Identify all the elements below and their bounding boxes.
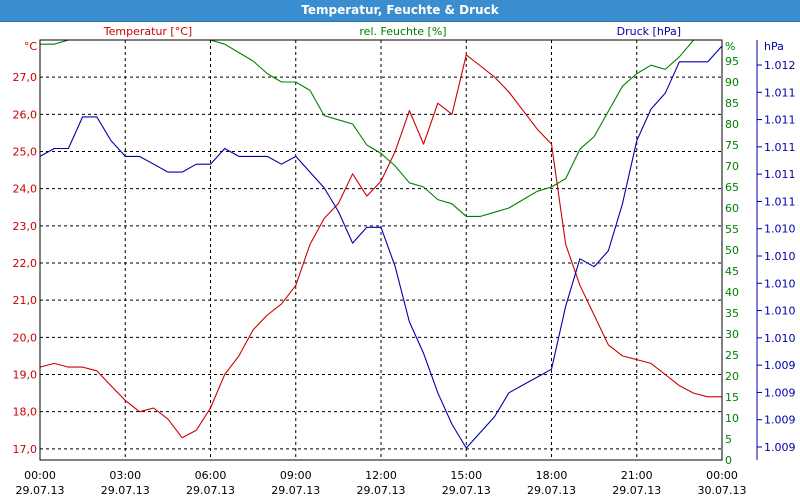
x-tick-time: 03:00	[109, 469, 141, 482]
pressure-tick: 1.009	[764, 441, 796, 454]
window-titlebar: Temperatur, Feuchte & Druck	[0, 0, 800, 22]
legend-humidity: rel. Feuchte [%]	[359, 25, 446, 38]
temp-tick: 20,0	[13, 331, 38, 344]
x-tick-time: 21:00	[621, 469, 653, 482]
x-tick-date: 29.07.13	[612, 484, 661, 497]
pressure-tick: 1.010	[764, 250, 796, 263]
temp-tick: 21,0	[13, 294, 38, 307]
chart-title: Temperatur, Feuchte & Druck	[301, 3, 499, 17]
pressure-tick: 1.009	[764, 359, 796, 372]
humidity-tick: 10	[725, 412, 739, 425]
humidity-tick: 70	[725, 160, 739, 173]
humidity-tick: 20	[725, 370, 739, 383]
pressure-tick: 1.011	[764, 168, 796, 181]
temp-tick: 19,0	[13, 369, 38, 382]
pressure-unit: hPa	[764, 40, 784, 53]
x-tick-time: 00:00	[24, 469, 56, 482]
x-tick-date: 29.07.13	[271, 484, 320, 497]
x-tick-date: 29.07.13	[357, 484, 406, 497]
x-tick-date: 29.07.13	[442, 484, 491, 497]
x-tick-date: 29.07.13	[527, 484, 576, 497]
pressure-tick: 1.010	[764, 223, 796, 236]
pressure-tick: 1.010	[764, 305, 796, 318]
x-tick-date: 29.07.13	[101, 484, 150, 497]
humidity-tick: 95	[725, 55, 739, 68]
humidity-tick: 65	[725, 181, 739, 194]
temp-tick: 26,0	[13, 108, 38, 121]
humidity-tick: 85	[725, 97, 739, 110]
x-tick-time: 15:00	[450, 469, 482, 482]
humidity-tick: 50	[725, 244, 739, 257]
x-tick-time: 18:00	[536, 469, 568, 482]
humidity-tick: 5	[725, 433, 732, 446]
temp-tick: 25,0	[13, 146, 38, 159]
humidity-tick: 45	[725, 265, 739, 278]
legend-pressure: Druck [hPa]	[617, 25, 681, 38]
plot-frame	[39, 39, 723, 461]
temp-tick: 17,0	[13, 443, 38, 456]
x-tick-time: 00:00	[706, 469, 738, 482]
pressure-tick: 1.011	[764, 114, 796, 127]
humidity-tick: 35	[725, 307, 739, 320]
humidity-tick: 75	[725, 139, 739, 152]
humidity-tick: 55	[725, 223, 739, 236]
pressure-tick: 1.010	[764, 332, 796, 345]
x-tick-time: 09:00	[280, 469, 312, 482]
x-tick-time: 06:00	[195, 469, 227, 482]
humidity-tick: 60	[725, 202, 739, 215]
temp-tick: 27,0	[13, 71, 38, 84]
pressure-tick: 1.012	[764, 59, 796, 72]
humidity-unit: %	[725, 40, 735, 53]
humidity-tick: 80	[725, 118, 739, 131]
x-tick-date: 30.07.13	[698, 484, 747, 497]
humidity-tick: 15	[725, 391, 739, 404]
temp-unit: °C	[24, 40, 38, 53]
grid-lines	[40, 40, 722, 460]
pressure-tick: 1.010	[764, 277, 796, 290]
humidity-tick: 90	[725, 76, 739, 89]
legend-temperature: Temperatur [°C]	[103, 25, 192, 38]
humidity-tick: 0	[725, 454, 732, 467]
axis-labels: 00:00 29.07.13 03:00 29.07.13 06:00 29.07.13 0…	[13, 25, 796, 497]
pressure-tick: 1.009	[764, 386, 796, 399]
x-tick-date: 29.07.13	[16, 484, 65, 497]
pressure-tick: 1.011	[764, 195, 796, 208]
humidity-tick: 40	[725, 286, 739, 299]
pressure-tick: 1.009	[764, 414, 796, 427]
series-temperature	[39, 54, 722, 439]
chart-area: 00:00 29.07.13 03:00 29.07.13 06:00 29.07.13 0…	[13, 25, 796, 497]
temp-tick: 18,0	[13, 406, 38, 419]
temp-tick: 23,0	[13, 220, 38, 233]
humidity-tick: 30	[725, 328, 739, 341]
temp-tick: 24,0	[13, 183, 38, 196]
plot-border	[39, 39, 723, 461]
pressure-tick: 1.011	[764, 86, 796, 99]
temp-tick: 22,0	[13, 257, 38, 270]
humidity-tick: 25	[725, 349, 739, 362]
x-tick-date: 29.07.13	[186, 484, 235, 497]
x-tick-time: 12:00	[365, 469, 397, 482]
series-pressure	[39, 45, 723, 449]
pressure-tick: 1.011	[764, 141, 796, 154]
